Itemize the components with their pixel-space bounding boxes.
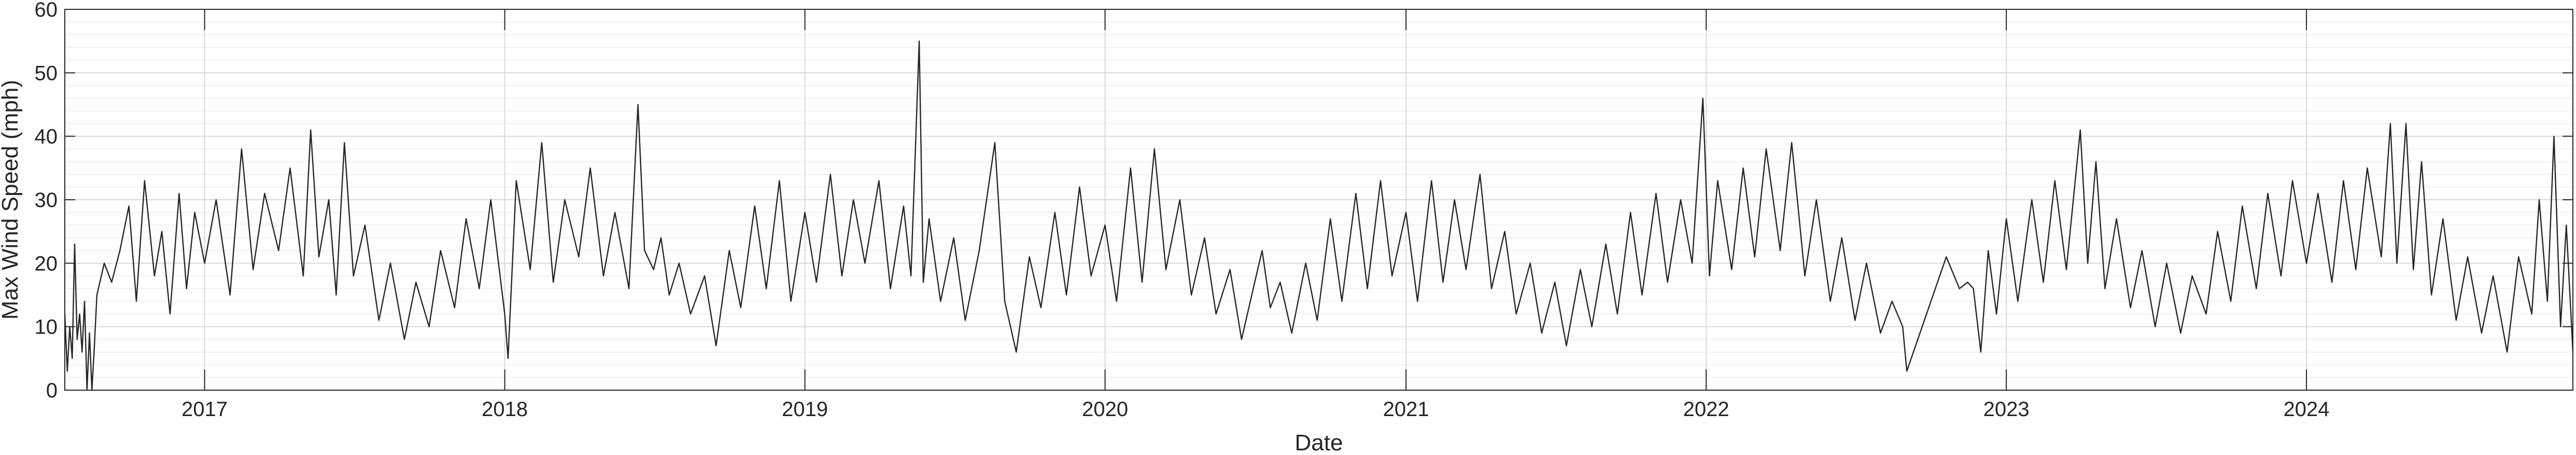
y-tick-label: 60 bbox=[35, 0, 58, 21]
x-tick-label: 2019 bbox=[782, 398, 828, 421]
y-tick-label: 0 bbox=[46, 379, 58, 402]
x-tick-label: 2023 bbox=[1983, 398, 2030, 421]
x-tick-label: 2018 bbox=[482, 398, 528, 421]
y-axis-label: Max Wind Speed (mph) bbox=[0, 80, 23, 320]
x-axis-label: Date bbox=[1295, 430, 1343, 455]
x-tick-label: 2022 bbox=[1683, 398, 1729, 421]
y-tick-label: 20 bbox=[35, 252, 58, 275]
y-tick-label: 10 bbox=[35, 316, 58, 339]
series-line bbox=[64, 40, 2574, 391]
y-tick-label: 40 bbox=[35, 126, 58, 148]
tick-marks bbox=[65, 9, 2573, 391]
y-tick-labels: 0 10 20 30 40 50 60 bbox=[35, 0, 58, 402]
x-tick-label: 2021 bbox=[1383, 398, 1429, 421]
x-tick-label: 2020 bbox=[1082, 398, 1128, 421]
x-tick-label: 2017 bbox=[181, 398, 228, 421]
y-tick-label: 50 bbox=[35, 62, 58, 85]
y-tick-label: 30 bbox=[35, 189, 58, 212]
x-tick-labels: 2017 2018 2019 2020 2021 2022 2023 2024 bbox=[181, 398, 2329, 421]
minor-grid bbox=[65, 21, 2573, 378]
x-tick-label: 2024 bbox=[2284, 398, 2330, 421]
